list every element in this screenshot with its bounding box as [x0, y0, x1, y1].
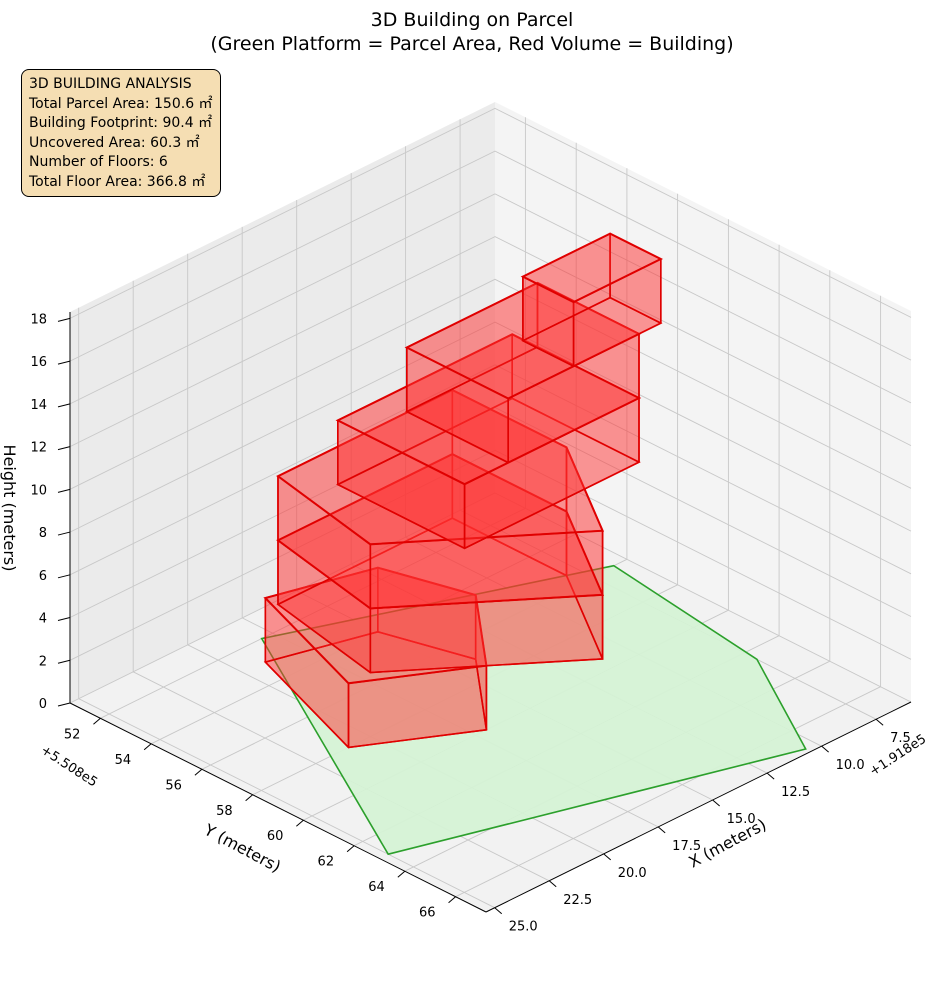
y-tick-label: 60 — [267, 829, 284, 844]
x-axis-line — [485, 701, 912, 913]
y-tick-label: 54 — [115, 753, 132, 768]
grid-line-z — [69, 449, 912, 661]
z-tick-mark — [57, 531, 71, 536]
z-tick-mark — [57, 317, 71, 322]
y-tick-label: 66 — [419, 906, 436, 921]
floor-top-face — [263, 566, 488, 685]
info-box-heading: 3D BUILDING ANALYSIS — [29, 76, 192, 92]
y-tick-mark — [448, 896, 456, 904]
z-tick-label: 12 — [30, 441, 47, 456]
y-axis-line — [69, 702, 487, 913]
z-tick-label: 8 — [39, 526, 47, 541]
z-tick-label: 2 — [39, 654, 47, 669]
y-axis-label: Y (meters) — [200, 820, 284, 877]
z-tick-label: 18 — [30, 312, 47, 327]
grid-line-z — [69, 321, 912, 533]
x-tick-mark — [875, 718, 884, 726]
x-tick-label: 17.5 — [672, 839, 701, 854]
grid-line-z — [69, 278, 912, 490]
plot-area — [260, 232, 807, 856]
z-tick-mark — [57, 446, 71, 451]
chart-title-line2: (Green Platform = Parcel Area, Red Volum… — [210, 33, 733, 55]
grid-line-z — [69, 107, 912, 319]
axis-lines — [69, 312, 912, 913]
y-tick-mark — [93, 717, 101, 725]
x-tick-label: 15.0 — [727, 812, 756, 827]
total-parcel-area: Total Parcel Area: 150.6 ㎡ — [29, 95, 213, 112]
z-tick-label: 14 — [30, 398, 47, 413]
x-tick-mark — [548, 880, 557, 888]
chart-title-line1: 3D Building on Parcel — [371, 9, 574, 31]
x-tick-label: 25.0 — [509, 920, 538, 935]
building-floor-2 — [276, 452, 605, 674]
z-tick-label: 4 — [39, 612, 47, 627]
grid-line-z — [69, 236, 912, 448]
y-tick-label: 64 — [368, 880, 385, 895]
y-tick-mark — [194, 768, 203, 776]
grid-line-z — [69, 492, 912, 704]
z-axis-label: Height (meters) — [0, 445, 19, 572]
grid-line-z — [69, 150, 912, 362]
z-tick-label: 16 — [30, 355, 47, 370]
building-footprint: Building Footprint: 90.4 ㎡ — [29, 115, 213, 131]
y-tick-mark — [397, 870, 406, 878]
x-tick-mark — [712, 799, 720, 807]
x-tick-label: 22.5 — [563, 893, 592, 908]
z-tick-mark — [57, 403, 71, 408]
x-tick-label: 7.5 — [890, 731, 911, 746]
x-tick-mark — [603, 853, 612, 861]
x-tick-mark — [766, 772, 775, 780]
total-floor-area: Total Floor Area: 366.8 ㎡ — [29, 173, 206, 190]
y-tick-mark — [245, 794, 253, 802]
uncovered-area: Uncovered Area: 60.3 ㎡ — [29, 134, 200, 151]
right-back-pane — [495, 102, 911, 702]
x-tick-mark — [821, 745, 829, 753]
z-tick-label: 0 — [39, 697, 47, 712]
y-offset-label: +5.508e5 — [38, 743, 100, 791]
z-tick-mark — [57, 659, 71, 664]
floor-top-face — [520, 232, 664, 304]
left-back-pane — [70, 102, 495, 703]
x-tick-label: 12.5 — [781, 785, 810, 800]
y-tick-label: 62 — [318, 855, 335, 870]
y-tick-mark — [296, 819, 304, 827]
building-floor-6 — [520, 232, 664, 368]
building-floor-3 — [276, 388, 605, 610]
analysis-info-box: 3D BUILDING ANALYSIS Total Parcel Area: … — [21, 69, 221, 197]
z-tick-mark — [57, 702, 71, 707]
y-tick-mark — [143, 743, 152, 751]
z-tick-label: 10 — [30, 483, 47, 498]
z-tick-mark — [57, 574, 71, 579]
y-tick-label: 56 — [165, 778, 182, 793]
y-tick-label: 52 — [64, 727, 81, 742]
grid-line-z — [69, 193, 912, 405]
z-tick-mark — [57, 360, 71, 365]
z-tick-label: 6 — [39, 569, 47, 584]
grid-line-z — [69, 364, 912, 576]
y-tick-mark — [346, 845, 355, 853]
x-tick-label: 10.0 — [836, 758, 865, 773]
z-tick-mark — [57, 488, 71, 493]
number-of-floors: Number of Floors: 6 — [29, 154, 168, 170]
z-tick-mark — [57, 617, 71, 622]
x-tick-mark — [494, 907, 503, 915]
x-tick-label: 20.0 — [618, 866, 647, 881]
x-tick-mark — [657, 826, 666, 834]
y-tick-label: 58 — [216, 804, 233, 819]
